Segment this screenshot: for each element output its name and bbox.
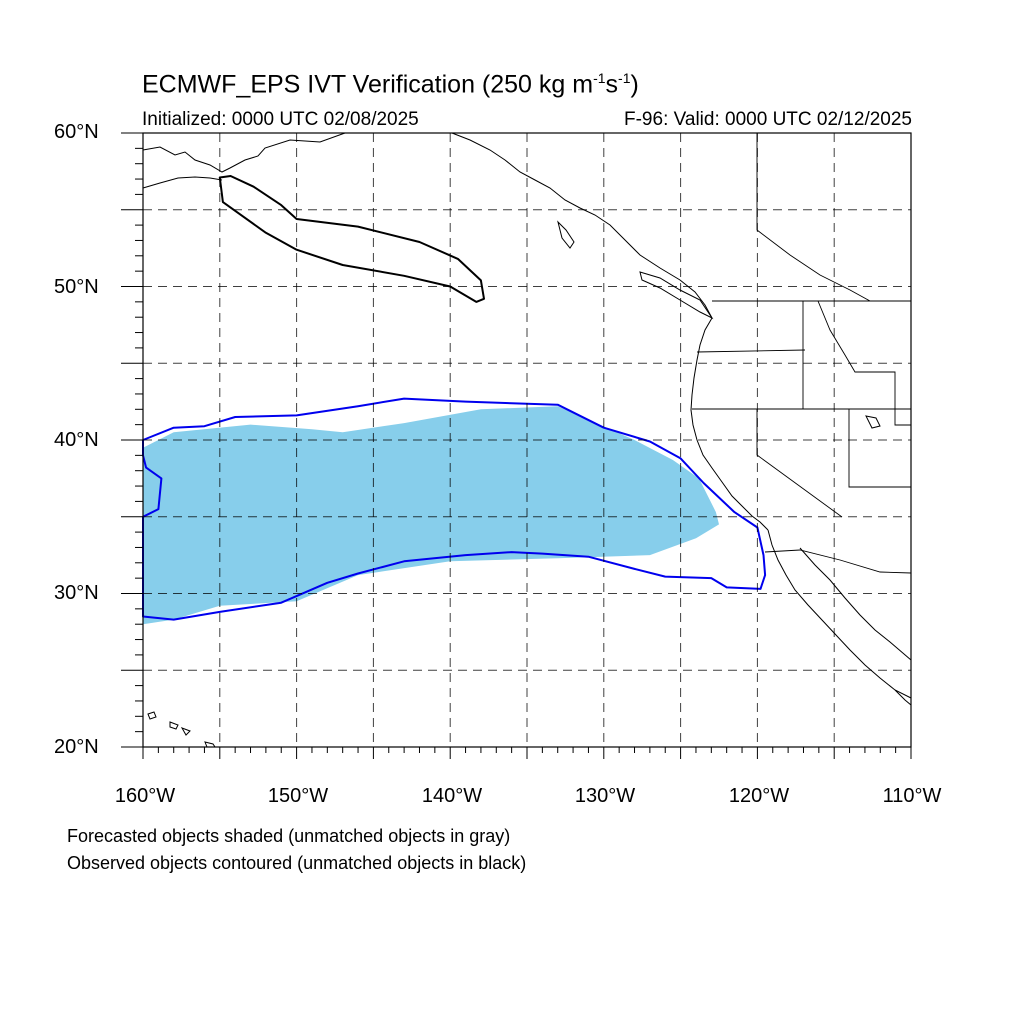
wa-or-border: [696, 349, 806, 353]
bc-interior-line: [756, 133, 871, 302]
hawaii-island-3: [180, 727, 191, 736]
us-west-coast: [690, 317, 769, 531]
title-exponent-1: -1: [593, 70, 606, 86]
axis-ticks-layer: [121, 132, 912, 759]
mainland-coast-south: [894, 689, 912, 706]
us-mexico-border: [764, 549, 912, 574]
hawaii-island-2: [169, 721, 179, 730]
lat-label-20n: 20°N: [54, 736, 99, 758]
chart-title: ECMWF_EPS IVT Verification (250 kg m-1s-…: [142, 70, 639, 99]
lake-salt: [865, 415, 881, 429]
lat-label-60n: 60°N: [54, 121, 99, 143]
mexico-coast: [799, 547, 912, 661]
forecast-legend-note: Forecasted objects shaded (unmatched obj…: [67, 826, 511, 846]
alaska-coast: [142, 132, 346, 173]
bc-coast: [451, 132, 713, 319]
forecast-objects-layer: [143, 406, 719, 625]
mt-id-border: [817, 300, 911, 426]
gridline-layer: [143, 133, 911, 747]
baja-coast: [767, 529, 912, 699]
lon-label-160w: 160°W: [114, 785, 176, 807]
lon-label-140w: 140°W: [421, 785, 483, 807]
valid-time-label: F-96: Valid: 0000 UTC 02/12/2025: [624, 109, 912, 130]
observed-object-matched: [142, 397, 767, 621]
title-unit-s: s: [605, 70, 619, 99]
lon-label-120w: 120°W: [728, 785, 790, 807]
lat-label-40n: 40°N: [54, 429, 99, 451]
title-exponent-2: -1: [618, 70, 631, 86]
lon-label-130w: 130°W: [574, 785, 636, 807]
lat-label-50n: 50°N: [54, 276, 99, 298]
ca-nv-border: [756, 409, 843, 518]
observed-objects-layer: [142, 175, 767, 621]
lat-label-30n: 30°N: [54, 582, 99, 604]
observed-object-unmatched: [218, 175, 485, 303]
observed-legend-note: Observed objects contoured (unmatched ob…: [67, 853, 527, 873]
title-text: ECMWF_EPS IVT Verification (250 kg m: [142, 70, 594, 99]
lon-label-150w: 150°W: [267, 785, 329, 807]
vancouver-island: [639, 271, 714, 320]
hawaii-island-1: [147, 711, 157, 720]
map-frame: [142, 132, 912, 748]
hawaii-island-4: [204, 741, 216, 748]
forecast-object: [143, 406, 719, 625]
title-close: ): [630, 70, 639, 99]
lon-label-110w: 110°W: [882, 785, 942, 807]
aleutian-coast: [142, 176, 223, 189]
init-time-label: Initialized: 0000 UTC 02/08/2025: [142, 109, 419, 130]
nv-az-border: [848, 409, 911, 488]
coastline-layer: [142, 132, 912, 748]
haida-gwaii: [557, 220, 575, 249]
